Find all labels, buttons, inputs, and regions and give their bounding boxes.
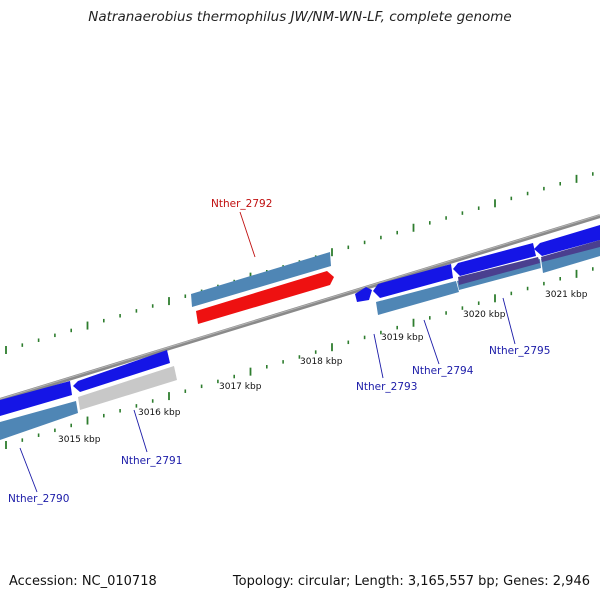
gene-feature-2794[interactable] [376, 281, 459, 315]
gene-feature-right-4[interactable] [534, 225, 600, 256]
gene-feature-upper-left-2[interactable] [73, 350, 170, 392]
genome-backbone-highlight [0, 214, 600, 400]
gene-feature-right-end-inner[interactable] [541, 240, 600, 262]
gene-feature-right-2[interactable] [373, 264, 453, 298]
genome-summary-text: Topology: circular; Length: 3,165,557 bp… [232, 574, 590, 589]
gene-feature-2792[interactable] [191, 252, 331, 307]
kbp-label-3019: 3019 kbp [381, 333, 424, 343]
kbp-label-3021: 3021 kbp [545, 290, 588, 300]
gene-label-2792[interactable]: Nther_2792 [211, 198, 272, 210]
leader-line-2790 [19, 447, 38, 493]
accession-text: Accession: NC_010718 [9, 574, 157, 589]
kbp-label-3018: 3018 kbp [300, 357, 343, 367]
gene-feature-2790[interactable] [0, 401, 78, 440]
genome-backbone [0, 214, 600, 402]
gene-label-2793[interactable]: Nther_2793 [356, 381, 417, 393]
kbp-label-3016: 3016 kbp [138, 408, 181, 418]
gene-feature-right-3[interactable] [453, 243, 536, 276]
leader-line-2792 [239, 211, 256, 258]
kbp-label-3017: 3017 kbp [219, 382, 262, 392]
gene-feature-2791[interactable] [78, 366, 177, 410]
gene-label-2791[interactable]: Nther_2791 [121, 455, 182, 467]
inner-tick-row [5, 267, 594, 449]
gene-feature-2795-inner[interactable] [458, 257, 540, 285]
gene-label-2795[interactable]: Nther_2795 [489, 345, 550, 357]
kbp-label-3015: 3015 kbp [58, 435, 101, 445]
genome-title: Natranaerobius thermophilus JW/NM-WN-LF,… [88, 9, 512, 25]
kbp-label-3020: 3020 kbp [463, 310, 506, 320]
leader-line-2795 [502, 297, 516, 345]
gene-label-2790[interactable]: Nther_2790 [8, 493, 69, 505]
cds-feature-2792[interactable] [196, 271, 334, 324]
gene-label-2794[interactable]: Nther_2794 [412, 365, 474, 377]
leader-line-2794 [423, 319, 440, 365]
gene-feature-right-1[interactable] [355, 287, 372, 302]
leader-line-2791 [133, 409, 148, 453]
leader-line-2793 [373, 333, 384, 379]
gene-feature-upper-left[interactable] [0, 381, 72, 416]
